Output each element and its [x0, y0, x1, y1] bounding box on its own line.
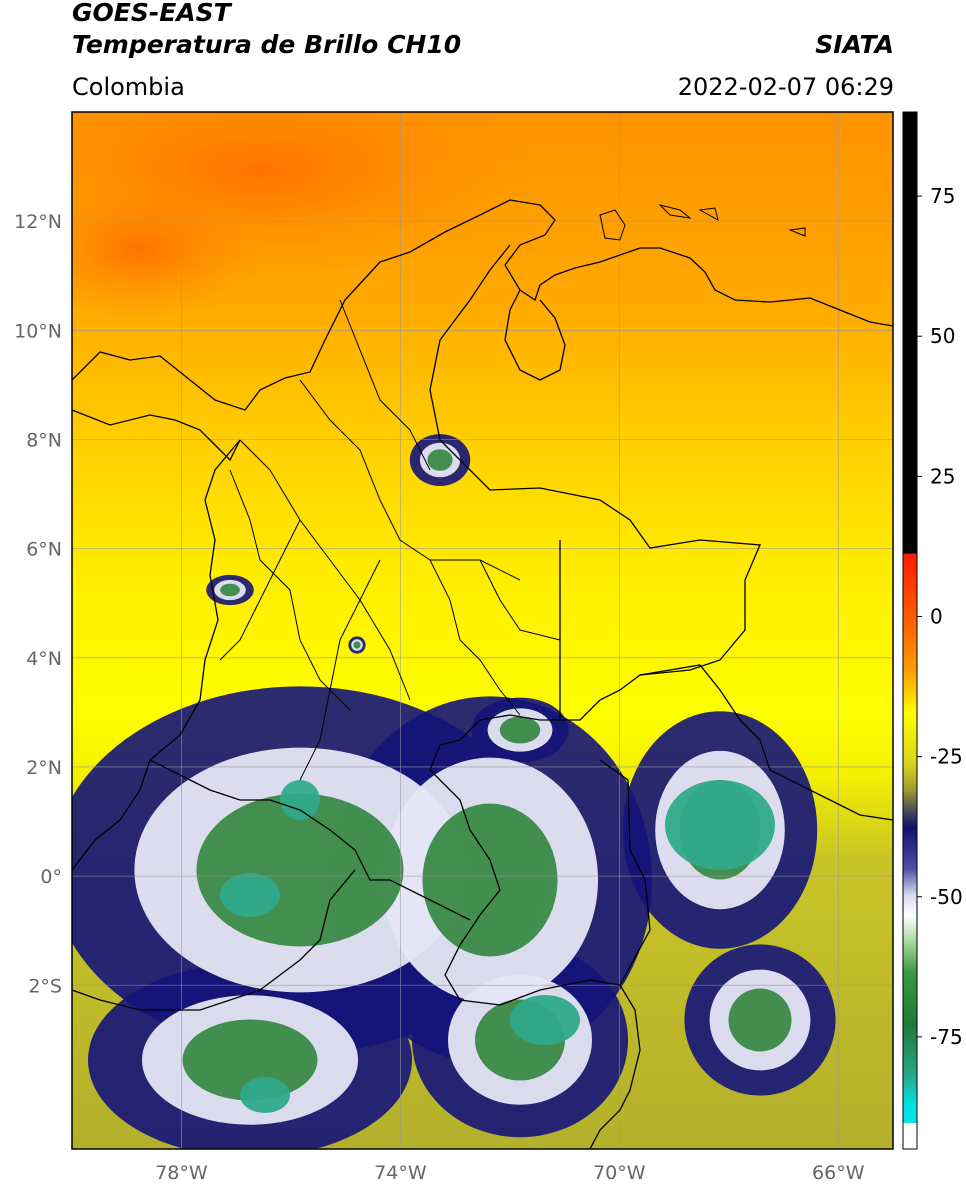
- cloud-core: [353, 641, 361, 649]
- cloud-layer: [72, 434, 836, 1149]
- cloud-core: [499, 716, 541, 744]
- product-title: Temperatura de Brillo CH10: [72, 30, 462, 59]
- peru-brazil-border: [589, 984, 641, 1149]
- warm-region: [72, 180, 270, 320]
- longitude-tick-label: 78°W: [155, 1162, 208, 1184]
- timestamp-label: 2022-02-07 06:29: [677, 73, 894, 101]
- cloud-core: [220, 583, 240, 597]
- colorbar-tick-label: 25: [930, 464, 955, 488]
- colombia-venezuela-border: [429, 244, 761, 721]
- venezuela-brazil-border: [559, 540, 893, 821]
- island-outlines: [599, 204, 806, 241]
- latitude-tick-label: 2°S: [28, 975, 62, 997]
- map-panel: [72, 112, 893, 1149]
- colorbar-tick-label: -25: [930, 745, 963, 769]
- brazil-inner-border: [599, 759, 651, 986]
- colorbar-tick-label: 0: [930, 604, 943, 628]
- axis-ticks: 12°N 10°N 8°N 6°N 4°N 2°N 0° 2°S 78°W 74°W 70°W 66°…: [14, 211, 865, 1184]
- longitude-tick-label: 66°W: [812, 1162, 865, 1184]
- venezuela-lake-coast: [504, 289, 566, 381]
- colorbar-tick-label: -50: [930, 885, 963, 909]
- colorbar-ticks: 75 50 25 0 -25 -50 -75: [917, 184, 963, 1049]
- cloud-coldest-core: [220, 873, 280, 917]
- agency-label: SIATA: [815, 30, 894, 59]
- colorbar-frame: [902, 111, 918, 1150]
- cloud-coldest-core: [665, 780, 775, 870]
- latitude-tick-label: 10°N: [14, 320, 62, 342]
- colombia-brazil-border: [429, 714, 621, 1006]
- caribbean-coastline: [72, 199, 893, 411]
- latitude-tick-label: 8°N: [26, 429, 62, 451]
- ecuador-peru-border: [72, 869, 356, 1011]
- colombia-panama-border: [72, 409, 241, 462]
- colorbar: [903, 112, 917, 1149]
- country-borders: [72, 199, 893, 1149]
- region-label: Colombia: [72, 73, 185, 101]
- latitude-tick-label: 0°: [40, 866, 62, 888]
- latitude-tick-label: 2°N: [26, 757, 62, 779]
- map-frame: [71, 111, 894, 1150]
- pacific-coastline: [72, 439, 241, 871]
- latitude-tick-label: 4°N: [26, 648, 62, 670]
- cloud-core: [182, 1019, 318, 1101]
- colombia-ecuador-border: [149, 759, 471, 921]
- cloud-coldest-core: [280, 780, 320, 820]
- cloud-core: [427, 449, 453, 471]
- graticule: [72, 112, 893, 1149]
- longitude-tick-label: 74°W: [374, 1162, 427, 1184]
- cloud-coldest-core: [240, 1077, 290, 1113]
- latitude-tick-label: 12°N: [14, 211, 62, 233]
- colorbar-tick-label: 75: [930, 184, 955, 208]
- latitude-tick-label: 6°N: [26, 539, 62, 561]
- cloud-core: [422, 803, 558, 957]
- colorbar-tick-label: 50: [930, 324, 955, 348]
- satellite-title: GOES-EAST: [72, 0, 231, 27]
- cloud-coldest-core: [510, 995, 580, 1045]
- colorbar-tick-label: -75: [930, 1025, 963, 1049]
- cloud-core: [728, 988, 792, 1052]
- department-lines: [219, 299, 561, 781]
- longitude-tick-label: 70°W: [593, 1162, 646, 1184]
